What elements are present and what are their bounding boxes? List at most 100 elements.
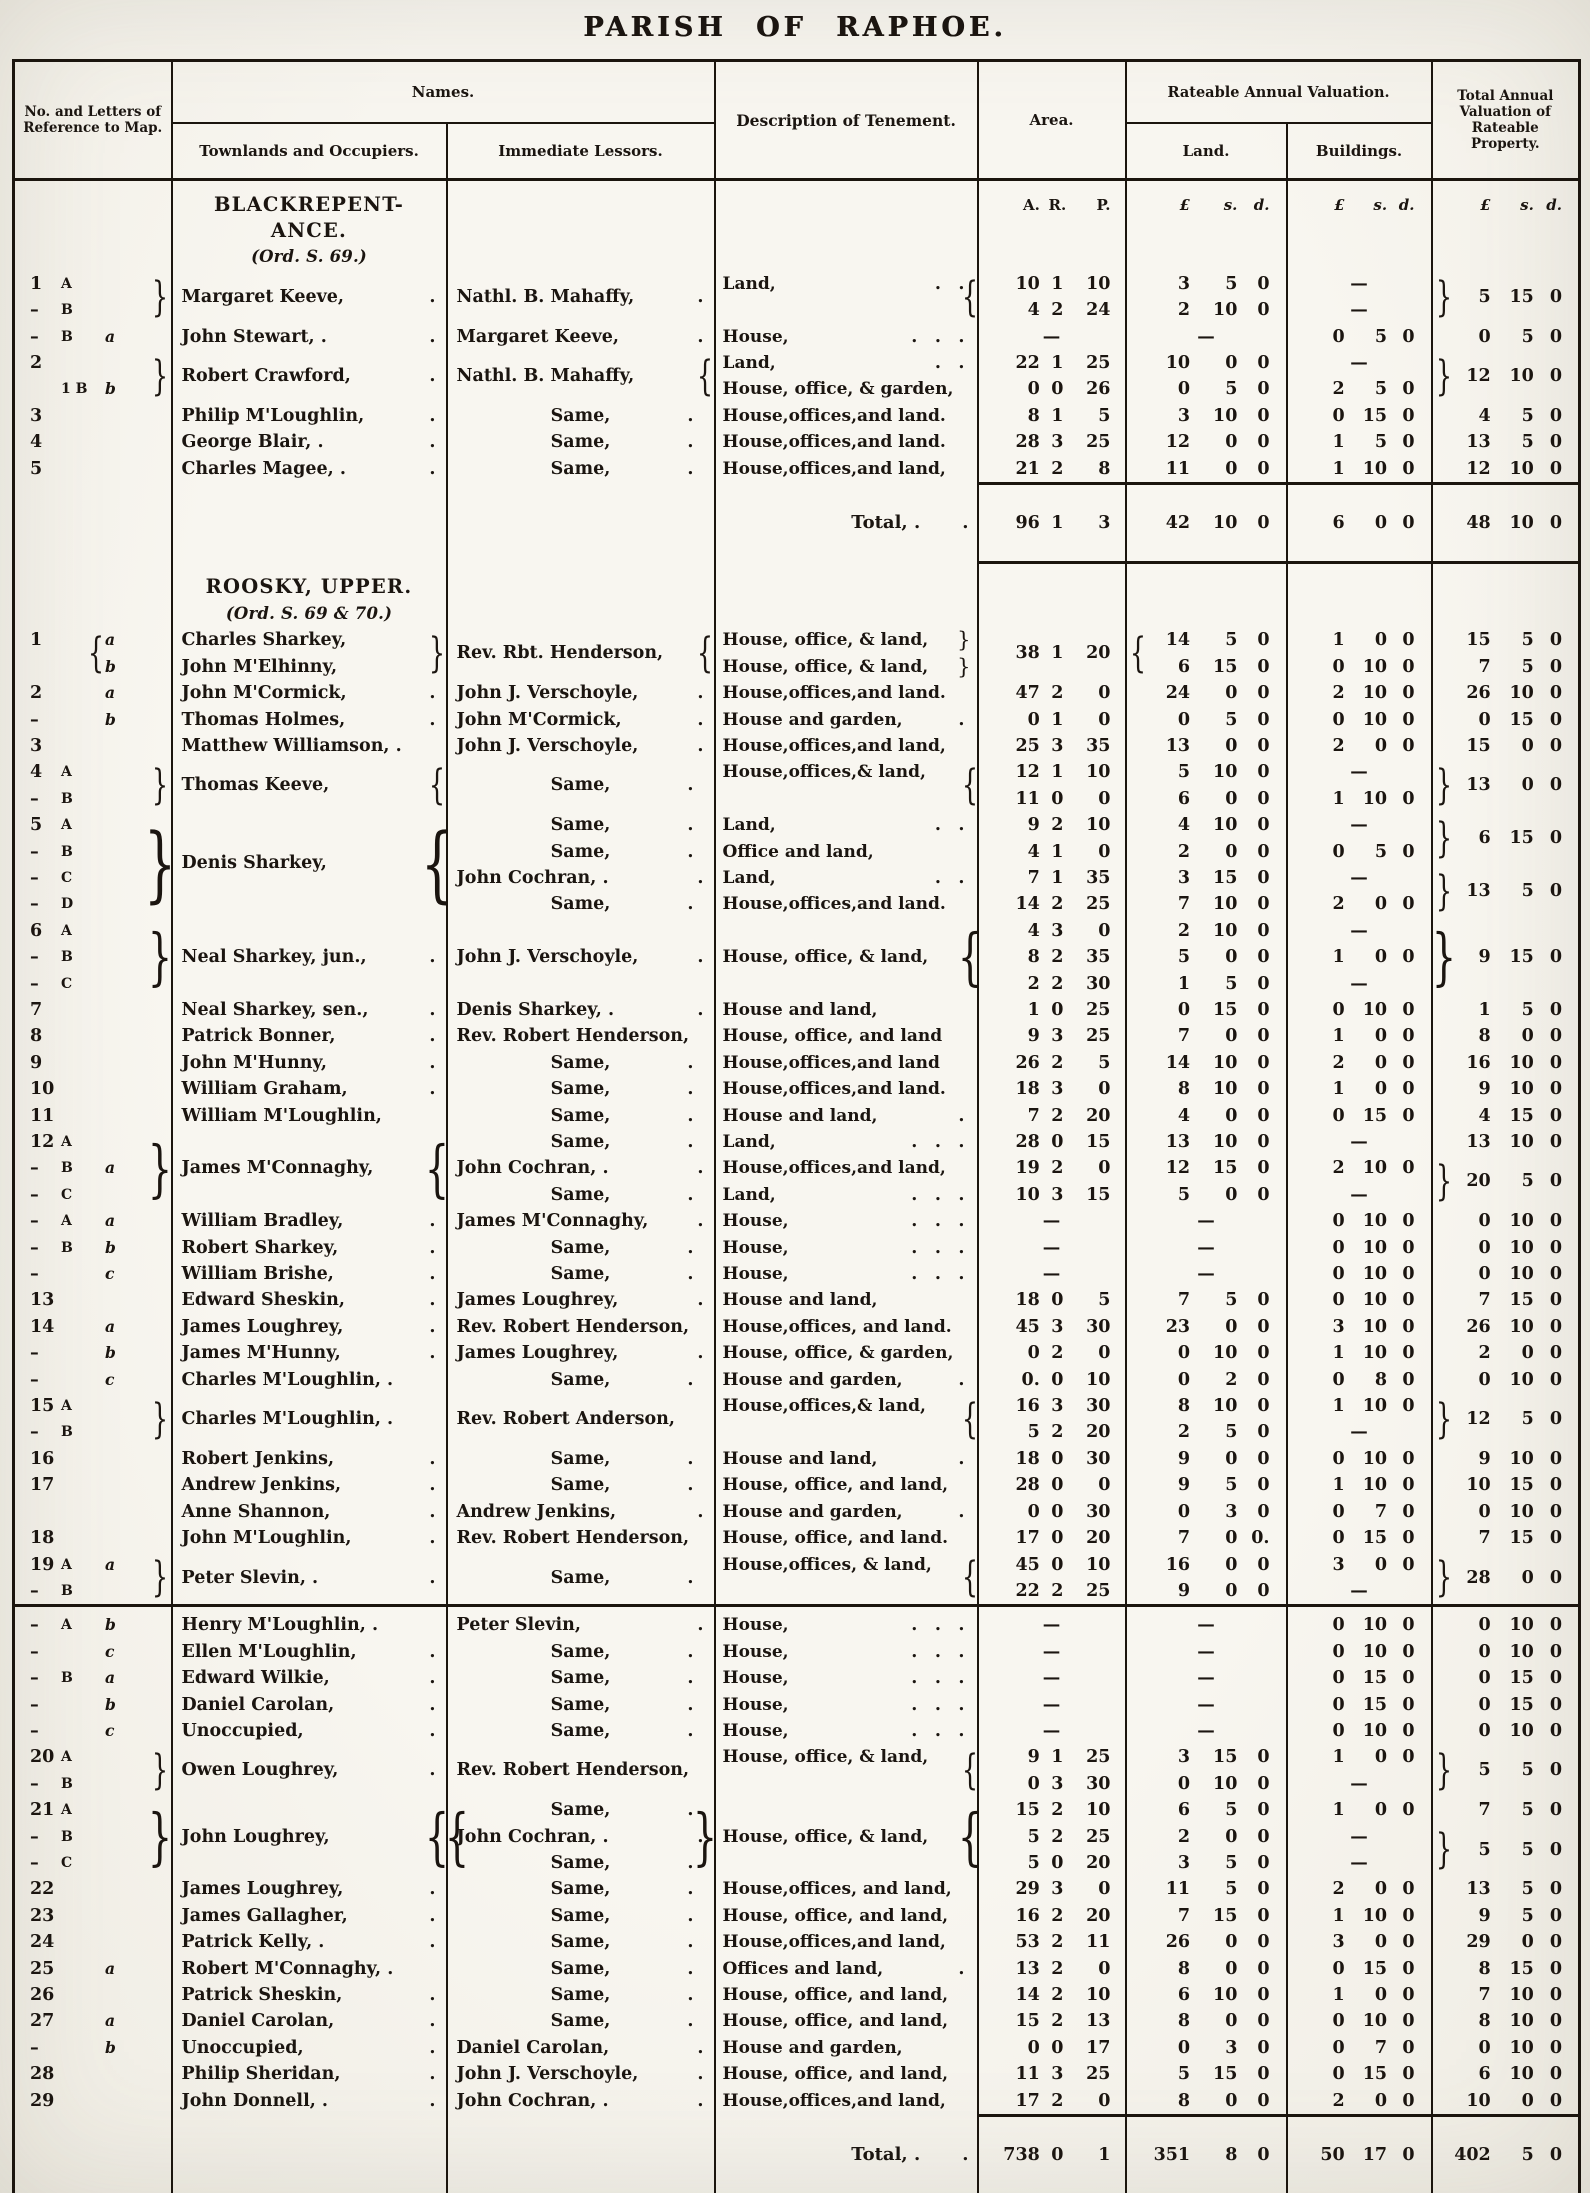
ref-letter	[61, 1367, 97, 1393]
cell-buildings-valuation: 0 10 0	[1285, 1261, 1432, 1288]
cell-map-reference	[14, 180, 172, 192]
tenement-description: House,offices,and land.	[722, 405, 946, 426]
area-value: 0 3 30	[1027, 1773, 1111, 1794]
cell-occupier: Charles Sharkey,}	[170, 627, 447, 674]
cell-buildings-valuation: 0 10 0	[1285, 1612, 1432, 1639]
cell-description: Land,. .{	[713, 270, 978, 317]
map-reference: – C	[15, 865, 171, 891]
map-reference: 9	[15, 1050, 171, 1076]
ref-letter: B	[61, 843, 73, 860]
cell-total-valuation: 29 0 0	[1430, 1929, 1580, 1956]
cell-description: House,offices,& land,{	[713, 1393, 978, 1439]
ref-letter	[61, 1023, 97, 1049]
lessor-name: Same,.	[550, 1985, 694, 2005]
cell-occupier: Philip Sheridan,.	[170, 2061, 447, 2088]
land-valuation-value: —	[1197, 1694, 1215, 1715]
occupier-name: John M'Elhinny,	[181, 656, 338, 677]
map-reference: 26	[15, 1982, 171, 2008]
cell-buildings-valuation: —	[1285, 1577, 1432, 1606]
cell-occupier	[170, 891, 447, 918]
cell-occupier: Edward Sheskin,.	[170, 1287, 447, 1314]
cell-lessor: Same,.	[445, 1982, 715, 2009]
cell-buildings-valuation: 0 15 0	[1285, 1525, 1432, 1552]
cell-occupier: Anne Shannon,.	[170, 1498, 447, 1526]
cell-total-valuation: 12 10 0}	[1430, 349, 1580, 396]
cell-lessor: Same,.	[445, 759, 715, 795]
cell-description: House,offices,and land.	[713, 891, 978, 918]
total-valuation-value: 0 10 0	[1478, 1501, 1562, 1522]
map-reference: 16	[15, 1446, 171, 1472]
cell-description: Land,. .	[713, 864, 978, 892]
cell-occupier: Neal Sharkey, sen.,.	[170, 996, 447, 1024]
cell-buildings-valuation: 50 17 0	[1285, 2114, 1432, 2193]
ref-letter	[61, 1639, 97, 1665]
section-title-row: (Ord. S. 69.)	[14, 244, 1580, 271]
cell-buildings-valuation: 0 15 0	[1285, 2061, 1432, 2088]
lessor-name: Same,.	[550, 841, 694, 862]
total-value: 402 5 0	[1454, 2145, 1562, 2166]
cell-area: 4 2 24	[976, 297, 1126, 324]
cell-map-reference: 2}	[14, 350, 172, 396]
buildings-valuation-value: 0 15 0	[1332, 1958, 1415, 1979]
table-row: – B Same,. Office and land, 4 1 0 2 0 0 0 5 0	[14, 838, 1580, 865]
buildings-valuation-value: —	[1350, 762, 1368, 783]
cell-area	[976, 600, 1126, 628]
tenement-description: House,offices,& land,	[722, 1396, 926, 1417]
cell-description: House,offices, and land,	[713, 1876, 978, 1903]
occupier-name: Andrew Jenkins,.	[181, 1475, 436, 1496]
tenement-description: House,. . .	[722, 1694, 965, 1715]
cell-area: 11 0 0	[976, 785, 1126, 813]
lessor-name: Same,.	[550, 1932, 694, 1953]
cell-total-valuation	[1430, 574, 1580, 601]
land-valuation-value: 2 10 0	[1177, 300, 1270, 321]
money-unit-labels: £ s. d.	[1179, 195, 1270, 214]
table-row: 9 John M'Hunny,. Same,. House,offices,and l…	[14, 1049, 1580, 1077]
area-value: 14 2 25	[1015, 894, 1111, 915]
occupier-name: Edward Sheskin,.	[181, 1290, 436, 1311]
ref-number: –	[30, 841, 39, 862]
cell-map-reference: 25 a	[14, 1956, 172, 1982]
map-reference: 23	[15, 1903, 171, 1929]
header-map-reference: No. and Letters of Reference to Map.	[13, 60, 172, 181]
cell-lessor: Same,.	[445, 838, 715, 865]
buildings-valuation-value: —	[1350, 273, 1368, 294]
ref-number: –	[30, 300, 39, 321]
land-valuation-value: —	[1197, 1615, 1215, 1636]
cell-description: House,offices,and land,	[713, 2087, 978, 2116]
cell-area: 26 2 5	[976, 1049, 1126, 1077]
cell-buildings-valuation: 1 10 0	[1285, 1340, 1432, 1367]
cell-occupier: Daniel Carolan,.	[170, 1691, 447, 1718]
ref-subletter	[97, 1419, 125, 1445]
cell-area: A. R. P.	[976, 191, 1126, 218]
valuation-table: No. and Letters of Reference to Map. Nam…	[12, 59, 1582, 2193]
cell-total-valuation	[1430, 244, 1580, 271]
table-row: 3 Matthew Williamson, . John J. Verschoyle…	[14, 732, 1580, 760]
cell-total-valuation	[1430, 1419, 1580, 1446]
area-value: 0 0 30	[1027, 1501, 1111, 1522]
map-reference: – b	[15, 1692, 171, 1718]
ref-letter: B	[61, 1775, 73, 1792]
area-value: 26 2 5	[1015, 1052, 1111, 1073]
lessor-name: John J. Verschoyle,.	[456, 683, 704, 704]
tenement-description: House,. . .	[722, 1237, 965, 1258]
cell-land-valuation: —	[1124, 1717, 1287, 1745]
ref-letter	[61, 350, 97, 376]
ref-subletter	[97, 759, 125, 785]
cell-occupier: ANCE.	[170, 217, 447, 245]
ref-letter: D	[61, 896, 74, 913]
cell-occupier	[170, 917, 447, 945]
occupier-name: John Loughrey,	[181, 1826, 330, 1847]
